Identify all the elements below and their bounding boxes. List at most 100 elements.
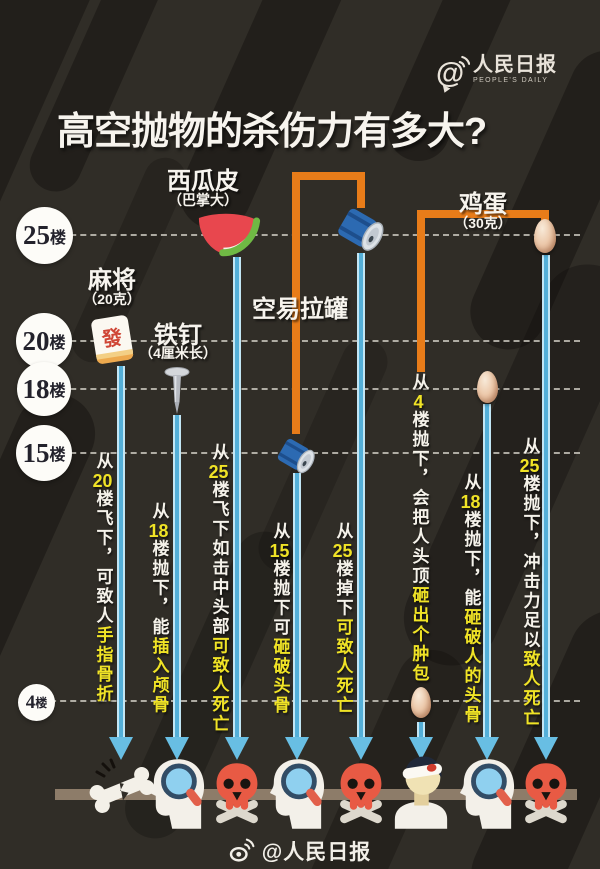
floor-badge-20: 20 楼 (16, 313, 72, 369)
desc-mid: 楼掉下 (333, 559, 353, 619)
mahjong-character: 發 (99, 325, 123, 352)
down-arrow-icon (534, 737, 558, 760)
desc-mid: 楼抛下，能 (149, 539, 169, 638)
description-nail: 从18楼抛下，能插入颅骨 (147, 502, 170, 842)
can-bracket-top (292, 172, 365, 180)
description-egg-18: 从18楼抛下，能砸破人的头骨 (459, 473, 482, 813)
down-arrow-icon (475, 737, 499, 760)
floor-badge-18: 18 楼 (17, 362, 71, 416)
floor-badge-25: 25 楼 (16, 207, 73, 264)
label-mahjong-spec: （20克） (83, 291, 141, 307)
desc-floor-number: 15 (269, 541, 290, 560)
broken-bone-icon (89, 758, 155, 813)
desc-mid: 楼飞下，可致人 (93, 489, 113, 627)
down-arrow-icon (349, 737, 373, 760)
desc-tail: 砸破人的头骨 (461, 608, 481, 725)
floor-suffix: 楼 (49, 383, 66, 400)
description-watermelon: 从25楼飞下如击中头部可致人死亡 (207, 443, 230, 783)
floor-line-25 (40, 234, 580, 236)
label-egg-spec: （30克） (454, 215, 512, 231)
egg-bracket-left-leg (417, 210, 425, 372)
watermelon-rind (198, 213, 261, 257)
desc-tail: 砸出个肿包 (409, 586, 429, 684)
desc-mid: 楼抛下，会把人头顶 (409, 410, 429, 587)
empty-can (338, 208, 384, 251)
egg (411, 687, 431, 718)
page-title: 高空抛物的杀伤力有多大? (57, 111, 487, 153)
desc-tail: 手指骨折 (93, 626, 113, 704)
head-magnifier-icon (149, 759, 205, 829)
floor-line-4 (40, 700, 580, 702)
head-magnifier-icon (459, 759, 515, 829)
skull-crossbones-icon (340, 763, 382, 824)
desc-mid: 楼抛下可 (270, 559, 290, 638)
desc-pre: 从 (209, 443, 229, 463)
desc-tail: 可致人死亡 (333, 618, 353, 716)
desc-pre: 从 (93, 452, 113, 472)
label-watermelon-spec: （巴掌大） (168, 192, 238, 208)
desc-mid: 楼飞下如击中头部 (209, 480, 229, 637)
label-watermelon: 西瓜皮 (167, 168, 239, 195)
skull-crossbones-icon (216, 763, 258, 824)
egg-bracket-right-leg (541, 210, 549, 224)
mahjong-tile: 發 (91, 315, 134, 364)
logo-subtitle: PEOPLE'S DAILY (473, 77, 549, 84)
can-bracket-right-leg (357, 172, 365, 208)
down-arrow-icon (285, 737, 309, 760)
desc-tail: 致人死亡 (520, 650, 540, 728)
skull-crossbones-icon (525, 763, 567, 824)
desc-floor-number: 18 (460, 492, 481, 511)
desc-floor-number: 20 (92, 471, 113, 490)
floor-suffix: 楼 (49, 229, 66, 247)
drop-line (483, 404, 491, 738)
egg-bracket-top (417, 210, 549, 218)
drop-line (357, 253, 365, 738)
head-magnifier-icon (269, 759, 325, 829)
drop-line (117, 366, 125, 738)
peoples-daily-logo: @ 人民日报 PEOPLE'S DAILY (436, 54, 557, 94)
egg (534, 219, 556, 253)
floor-badge-15: 15 楼 (16, 425, 72, 481)
label-mahjong: 麻将 (88, 267, 136, 294)
drop-line (293, 473, 301, 738)
weibo-icon (229, 838, 255, 862)
desc-pre: 从 (461, 473, 481, 493)
down-arrow-icon (225, 737, 249, 760)
floor-suffix: 楼 (49, 447, 66, 464)
at-megaphone-icon: @ (436, 55, 470, 93)
down-arrow-icon (165, 737, 189, 760)
description-can-25: 从25楼掉下可致人死亡 (331, 522, 354, 862)
floor-number: 15 (22, 437, 50, 468)
desc-tail: 砸破头骨 (270, 637, 290, 716)
logo-name: 人民日报 (473, 54, 557, 76)
desc-floor-number: 18 (148, 521, 169, 540)
drop-line (173, 415, 181, 738)
drop-line (542, 255, 550, 738)
floor-suffix: 楼 (35, 696, 48, 710)
label-nail-spec: （4厘米长） (139, 345, 217, 361)
bandaged-head-icon (394, 756, 448, 829)
drop-line (233, 257, 241, 738)
floor-line-20 (40, 340, 580, 342)
description-egg-25: 从25楼抛下，冲击力足以致人死亡 (518, 437, 541, 777)
description-can-15: 从15楼抛下可砸破头骨 (268, 522, 291, 862)
description-mahjong: 从20楼飞下，可致人手指骨折 (91, 452, 114, 792)
desc-floor-number: 25 (208, 462, 229, 481)
desc-floor-number: 4 (413, 392, 424, 411)
floor-line-18 (40, 388, 580, 390)
desc-mid: 楼抛下，能 (461, 510, 481, 609)
drop-line (417, 722, 425, 738)
desc-pre: 从 (149, 502, 169, 522)
desc-floor-number: 25 (332, 541, 353, 560)
floor-number: 25 (22, 220, 50, 250)
desc-tail: 可致人死亡 (209, 636, 229, 735)
desc-pre: 从 (333, 522, 353, 542)
floor-number: 18 (22, 373, 50, 404)
down-arrow-icon (109, 737, 133, 760)
desc-pre: 从 (520, 437, 540, 457)
iron-nail (164, 367, 190, 414)
empty-can (277, 438, 315, 474)
desc-floor-number: 25 (519, 456, 540, 475)
egg (477, 371, 498, 403)
